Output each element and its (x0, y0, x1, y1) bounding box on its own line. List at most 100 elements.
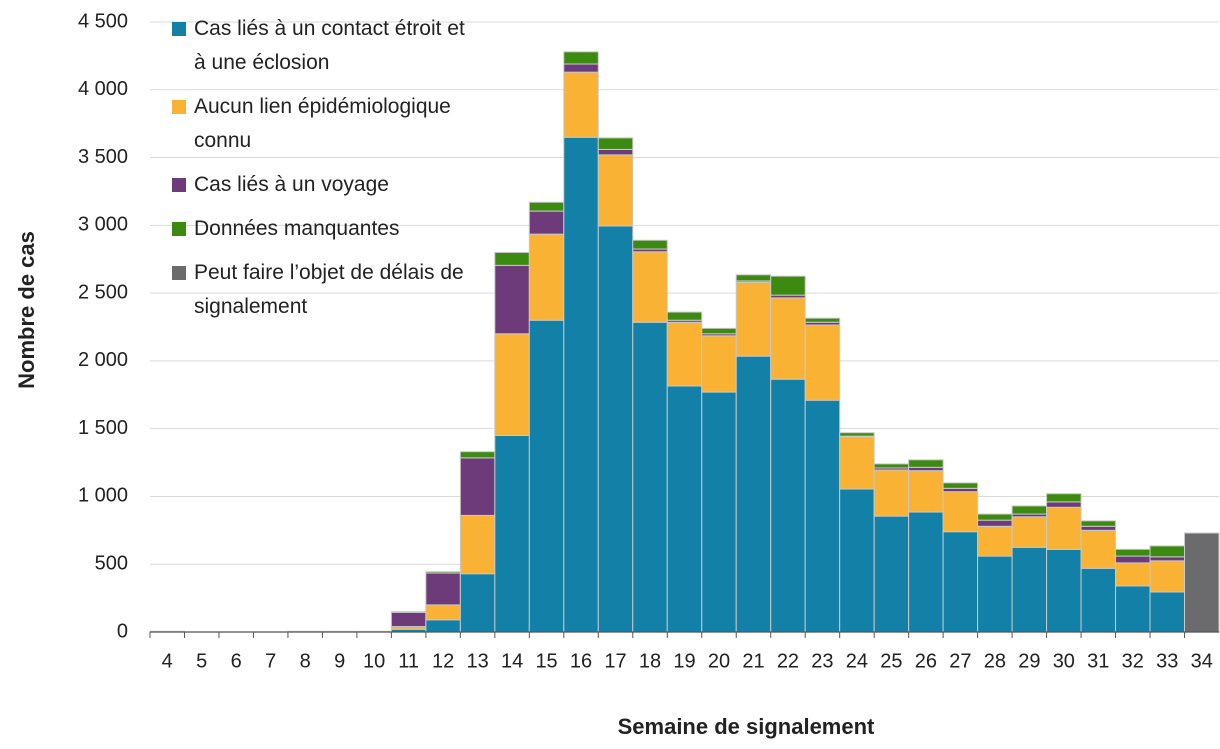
bar-segment (1080, 567, 1117, 633)
x-tick-label: 19 (673, 650, 695, 672)
bar-segment (873, 515, 910, 633)
x-tick-label: 31 (1087, 650, 1109, 672)
x-tick-label: 24 (846, 650, 868, 672)
bar-segment (528, 210, 565, 235)
x-tick-label: 9 (334, 650, 345, 672)
x-tick-label: 27 (949, 650, 971, 672)
y-tick-label: 500 (95, 553, 128, 575)
bar-segment (770, 378, 806, 633)
bar-segment (390, 611, 427, 613)
bar-segment (459, 573, 496, 633)
bar-segment (977, 519, 1013, 527)
legend-swatch (172, 266, 186, 280)
legend-swatch (172, 22, 186, 36)
bar-segment (770, 297, 806, 380)
bar-segment (1080, 525, 1117, 531)
bar-segment (1115, 548, 1151, 557)
x-tick-label: 29 (1018, 650, 1040, 672)
bar-segment (908, 511, 944, 633)
bar-segment (1011, 546, 1048, 633)
bar-segment (873, 469, 910, 517)
bar-segment (735, 281, 772, 357)
x-tick-label: 17 (604, 650, 626, 672)
x-tick-label: 20 (708, 650, 730, 672)
bar-segment (1046, 548, 1082, 633)
x-tick-label: 5 (196, 650, 207, 672)
bar-segment (839, 432, 875, 437)
x-tick-label: 30 (1053, 650, 1075, 672)
bar-segment (1011, 516, 1048, 548)
legend-label: Cas liés à un contact étroit et à une éc… (194, 17, 465, 74)
y-tick-label: 2 000 (78, 349, 128, 371)
bar-segment (563, 51, 599, 65)
bar-segment (770, 275, 806, 296)
bar-segment (494, 251, 530, 266)
x-tick-label: 8 (300, 650, 311, 672)
y-tick-label: 2 500 (78, 281, 128, 303)
x-tick-label: 32 (1122, 650, 1144, 672)
x-tick-label: 4 (162, 650, 173, 672)
bar-segment (1149, 545, 1186, 558)
bar-segment (632, 321, 668, 633)
y-tick-label: 4 000 (78, 78, 128, 100)
x-tick-label: 12 (432, 650, 454, 672)
x-tick-label: 18 (639, 650, 661, 672)
bar-segment (1046, 493, 1082, 503)
bar-segment (1115, 555, 1151, 564)
bar-segment (459, 514, 496, 575)
bar-segment (597, 154, 634, 227)
bar-segment (1046, 501, 1082, 508)
bar-segment (425, 572, 461, 606)
bar-segment (1149, 556, 1186, 562)
x-tick-label: 16 (570, 650, 592, 672)
bar-segment (563, 71, 599, 138)
bar-segment (839, 488, 875, 633)
legend-item: Aucun lien épidémiologique connu (172, 90, 482, 158)
x-tick-label: 22 (777, 650, 799, 672)
bar-segment (942, 487, 979, 493)
bar-segment (494, 333, 530, 436)
legend-item: Cas liés à un voyage (172, 168, 482, 202)
x-tick-label: 6 (231, 650, 242, 672)
bar-segment (1046, 506, 1082, 550)
x-tick-label: 10 (363, 650, 385, 672)
bar-segment (701, 335, 737, 393)
x-tick-label: 11 (398, 650, 419, 672)
x-axis-title: Semaine de signalement (618, 714, 875, 739)
bar-segment (425, 571, 461, 574)
bar-segment (563, 136, 599, 633)
bar-segment (563, 63, 599, 73)
legend-label: Données manquantes (194, 217, 400, 240)
bar-segment (873, 463, 910, 469)
legend-item: Données manquantes (172, 212, 482, 246)
y-tick-label: 3 000 (78, 214, 128, 236)
bar-segment (942, 531, 979, 633)
bar-segment (666, 321, 703, 387)
bar-segment (528, 319, 565, 633)
bar-segment (528, 233, 565, 321)
legend-swatch (172, 222, 186, 236)
bar-segment (977, 513, 1013, 521)
bar-segment (459, 457, 496, 516)
bar-segment (597, 148, 634, 156)
bar-segment (977, 525, 1013, 557)
bar-segment (1080, 529, 1117, 569)
bar-segment (1184, 532, 1220, 633)
x-tick-label: 14 (501, 650, 523, 672)
y-axis-title: Nombre de cas (14, 231, 39, 389)
bar-segment (632, 251, 668, 323)
bar-segment (701, 391, 737, 633)
bar-segment (494, 434, 530, 633)
x-tick-label: 34 (1191, 650, 1213, 672)
x-tick-label: 13 (466, 650, 488, 672)
bar-segment (1149, 560, 1186, 593)
bar-segment (1149, 591, 1186, 633)
legend-label: Cas liés à un voyage (194, 173, 389, 196)
legend-item: Peut faire l’objet de délais de signalem… (172, 256, 482, 324)
bar-segment (735, 355, 772, 633)
bar-segment (942, 491, 979, 533)
bar-segment (425, 619, 461, 633)
bar-segment (597, 137, 634, 150)
